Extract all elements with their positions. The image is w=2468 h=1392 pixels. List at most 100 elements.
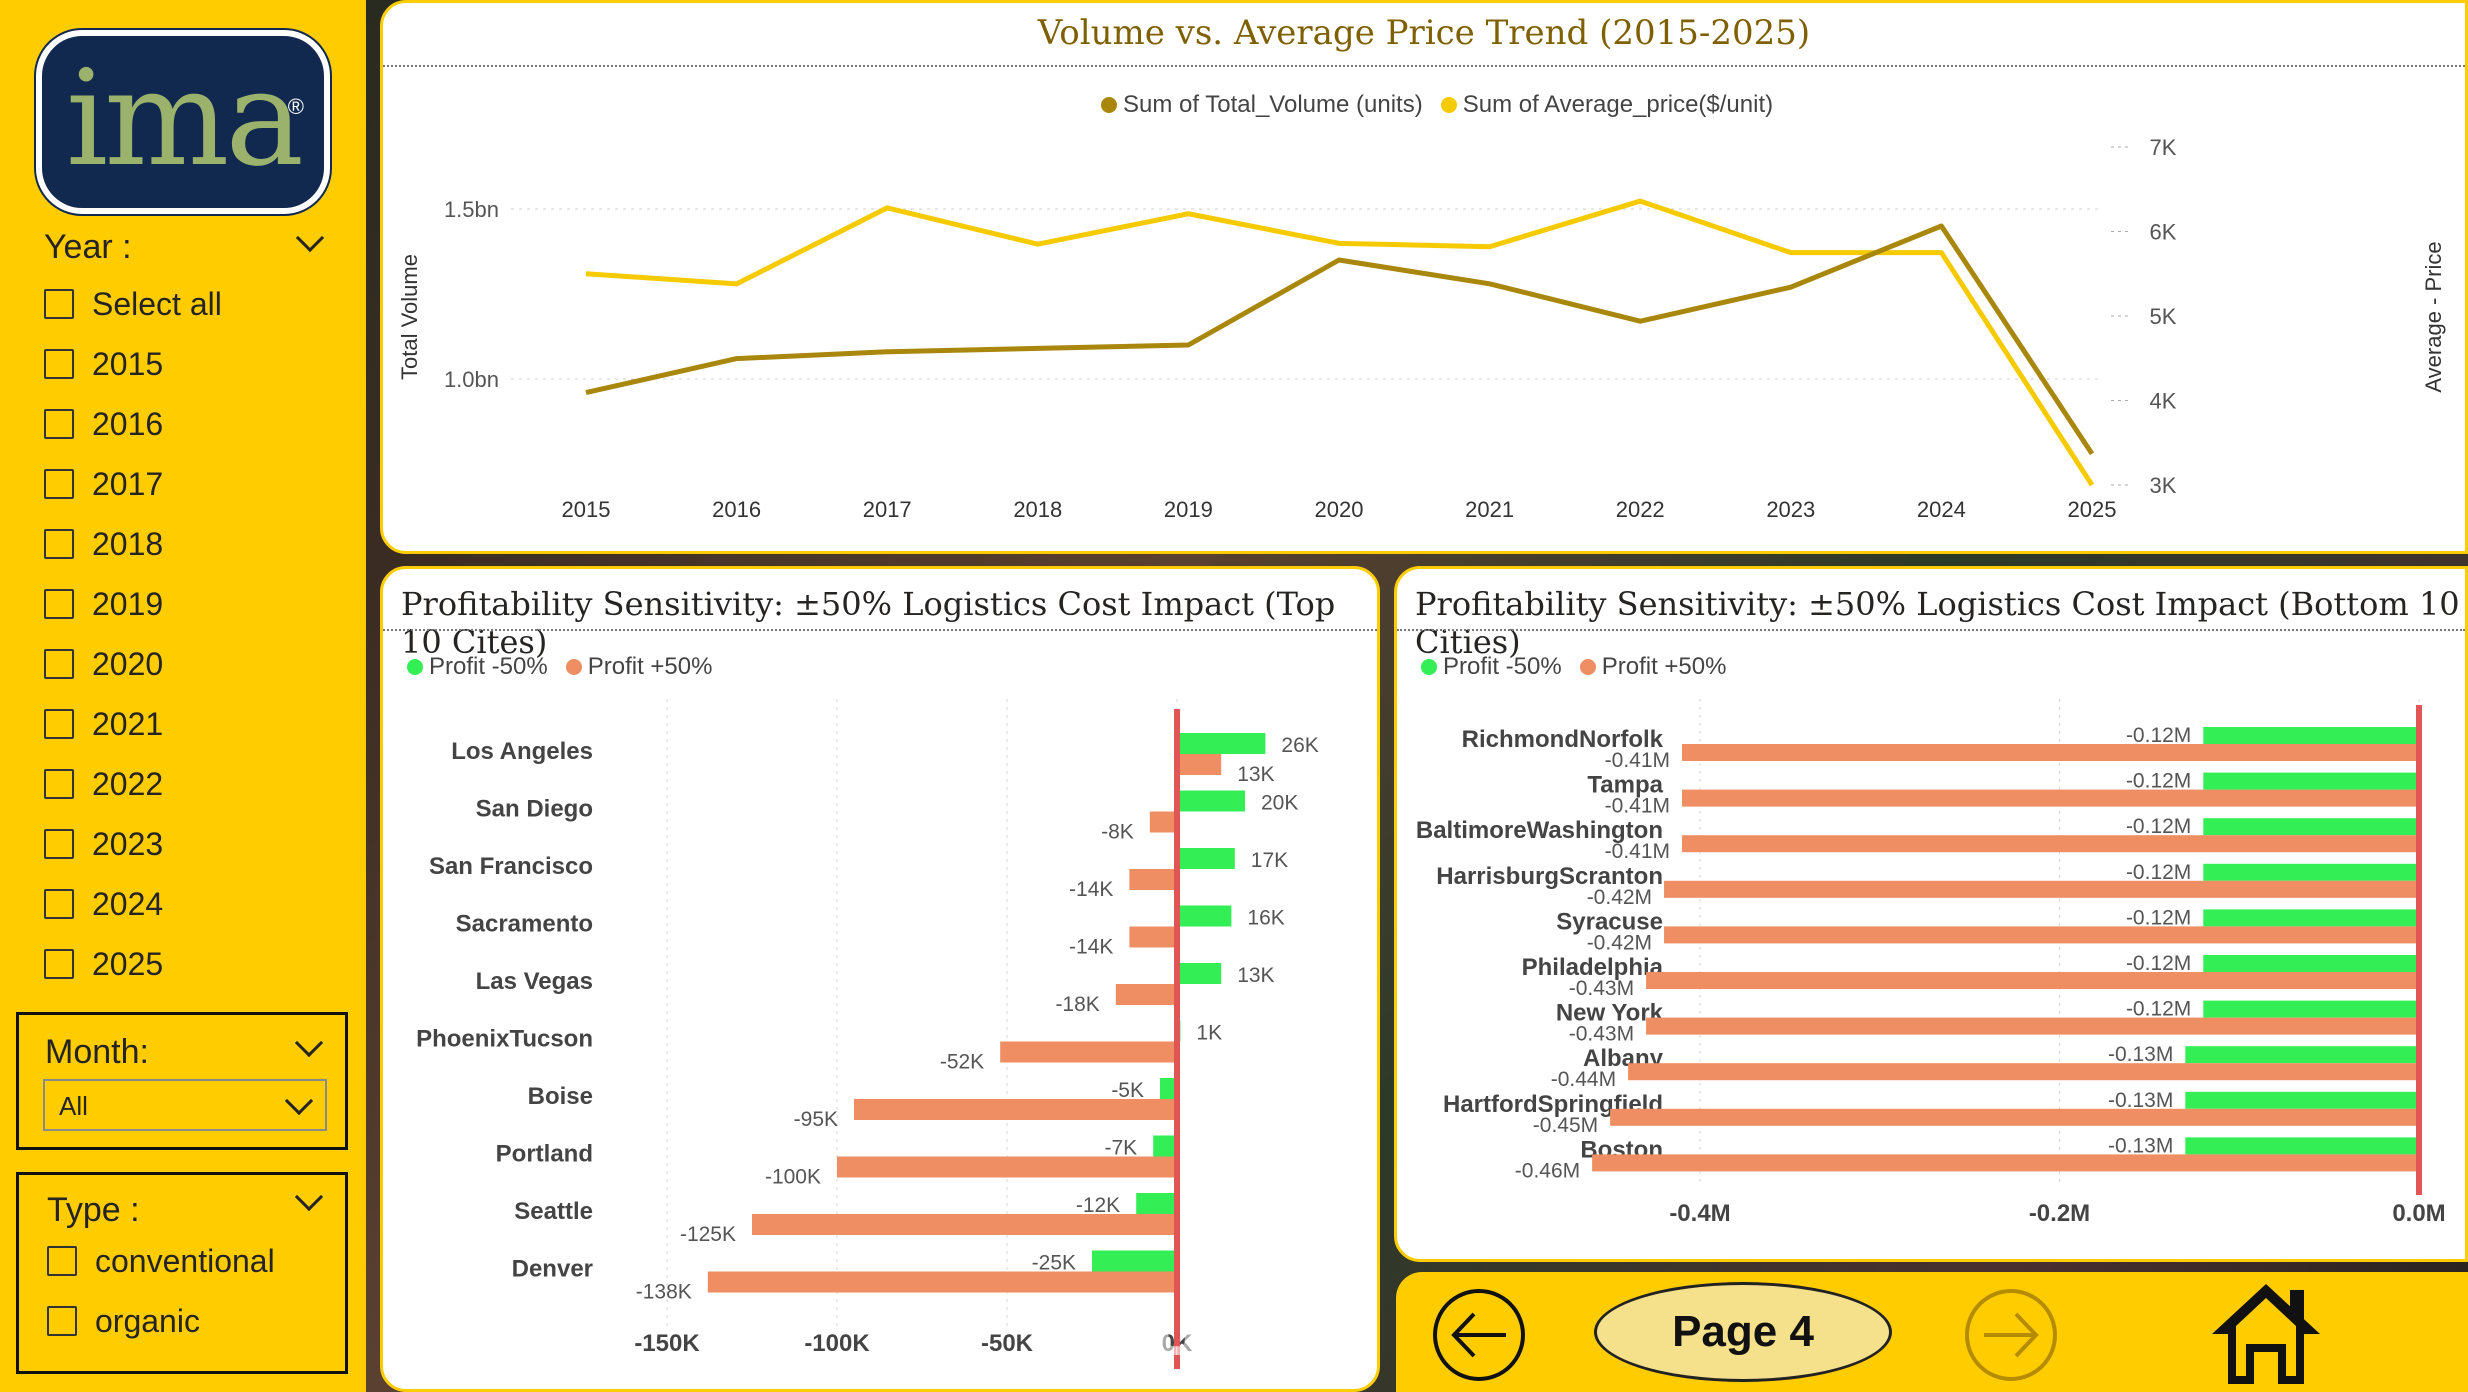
category-label: New York [1556,1000,1664,1027]
checkbox[interactable] [47,1306,77,1336]
year-option[interactable]: 2020 [44,644,163,684]
x-tick-label: 2023 [1766,497,1815,522]
checkbox[interactable] [47,1246,77,1276]
year-option-label: 2017 [92,465,164,502]
bottom10-bar-chart: -0.4M -0.2M 0.0M RichmondNorfolk -0.12M -0.41… [1416,699,2446,1227]
bar-data-label: -7K [1105,1137,1138,1160]
checkbox[interactable] [44,769,74,799]
legend-minus50[interactable]: Profit -50% [1421,653,1562,681]
bar-profit-minus50 [2203,818,2419,836]
bar-data-label: -0.43M [1569,977,1634,1000]
legend-dot [565,659,582,675]
y-right-axis-title: Average - Price [2421,241,2446,392]
filter-sidebar: ima ® Year : Select all 2015 2016 2017 2018 2… [0,0,366,1392]
x-tick-label: 2024 [1917,497,1966,522]
bar-data-label: -100K [765,1166,821,1189]
x-tick-label: 2018 [1013,497,1062,522]
year-option[interactable]: 2018 [44,524,163,564]
checkbox[interactable] [44,409,74,439]
type-chevron-icon[interactable] [294,1182,324,1212]
year-option[interactable]: Select all [44,284,222,324]
bar-profit-plus50 [1177,754,1222,775]
year-option[interactable]: 2017 [44,464,163,504]
year-option[interactable]: 2019 [44,584,163,624]
trend-chart-title: Volume vs. Average Price Trend (2015-202… [1037,13,1811,53]
year-option[interactable]: 2023 [44,824,163,864]
bar-profit-plus50 [1664,880,2419,898]
legend-price[interactable]: Sum of Average_price($/unit) [1440,91,1774,119]
checkbox[interactable] [44,529,74,559]
bar-data-label: -0.13M [2108,1134,2173,1157]
forward-arrow-icon[interactable] [1962,1286,2060,1384]
checkbox[interactable] [44,349,74,379]
checkbox[interactable] [44,289,74,319]
bar-data-label: -0.12M [2126,724,2191,747]
x-tick-label: 2025 [2068,497,2117,522]
year-option[interactable]: 2022 [44,764,163,804]
legend-minus50[interactable]: Profit -50% [407,653,548,681]
year-option[interactable]: 2015 [44,344,163,384]
bar-data-label: 20K [1261,792,1298,815]
bar-data-label: -0.45M [1533,1114,1598,1137]
checkbox[interactable] [44,649,74,679]
legend-plus50[interactable]: Profit +50% [1579,653,1727,681]
home-icon[interactable] [2208,1280,2324,1388]
checkbox[interactable] [44,709,74,739]
category-label: Tampa [1587,772,1663,799]
bar-profit-plus50 [1149,811,1177,833]
checkbox[interactable] [44,949,74,979]
checkbox[interactable] [44,889,74,919]
type-slicer-title: Type : [47,1191,140,1229]
legend-label: Sum of Average_price($/unit) [1462,91,1774,118]
title-divider [383,629,1377,631]
legend-plus50[interactable]: Profit +50% [565,653,713,681]
x-tick-label: 2017 [863,497,912,522]
x-tick-label: 0.0M [2392,1200,2445,1227]
bar-data-label: -0.12M [2126,952,2191,975]
legend-volume[interactable]: Sum of Total_Volume (units) [1101,91,1423,119]
checkbox[interactable] [44,589,74,619]
category-label: Sacramento [456,911,593,938]
category-label: Portland [496,1141,593,1168]
y-right-tick-label: 3K [2150,473,2177,498]
year-option[interactable]: 2021 [44,704,163,744]
type-option-conventional[interactable]: conventional [47,1241,275,1281]
volume-series-line [585,223,2095,456]
bar-profit-minus50 [2185,1137,2419,1155]
page-indicator-button[interactable]: Page 4 [1594,1282,1892,1382]
year-option[interactable]: 2025 [44,944,163,984]
checkbox[interactable] [44,829,74,859]
bar-profit-minus50 [2203,727,2419,744]
dropdown-chevron-icon[interactable] [284,1086,314,1116]
year-option-label: Select all [92,285,222,322]
registered-mark: ® [287,94,304,119]
bar-data-label: -0.12M [2126,770,2191,793]
category-label: Las Vegas [476,968,593,995]
month-chevron-icon[interactable] [294,1028,324,1058]
year-option-label: 2018 [92,525,164,562]
bar-profit-minus50 [2203,909,2419,927]
legend-label: Sum of Total_Volume (units) [1123,91,1423,118]
x-tick-label: 2021 [1465,497,1514,522]
legend-label: Profit +50% [587,653,713,680]
bar-data-label: -18K [1055,993,1099,1016]
bottom10-legend: Profit -50% Profit +50% [1421,653,1744,681]
year-option[interactable]: 2016 [44,404,163,444]
type-option-organic[interactable]: organic [47,1301,200,1341]
checkbox[interactable] [44,469,74,499]
bar-data-label: -0.42M [1587,931,1652,954]
year-chevron-icon[interactable] [295,223,325,253]
bar-profit-minus50 [1177,790,1245,812]
year-option[interactable]: 2024 [44,884,163,924]
bar-profit-plus50 [1000,1041,1177,1063]
x-tick-label: 2020 [1315,497,1364,522]
month-dropdown[interactable]: All [43,1079,327,1131]
back-arrow-icon[interactable] [1430,1286,1528,1384]
bar-data-label: -0.42M [1587,886,1652,909]
x-tick-label: -100K [804,1330,870,1357]
bar-profit-plus50 [1664,926,2419,944]
legend-label: Profit +50% [1601,653,1727,680]
bar-profit-minus50 [2203,772,2419,790]
bar-data-label: -8K [1101,821,1134,844]
